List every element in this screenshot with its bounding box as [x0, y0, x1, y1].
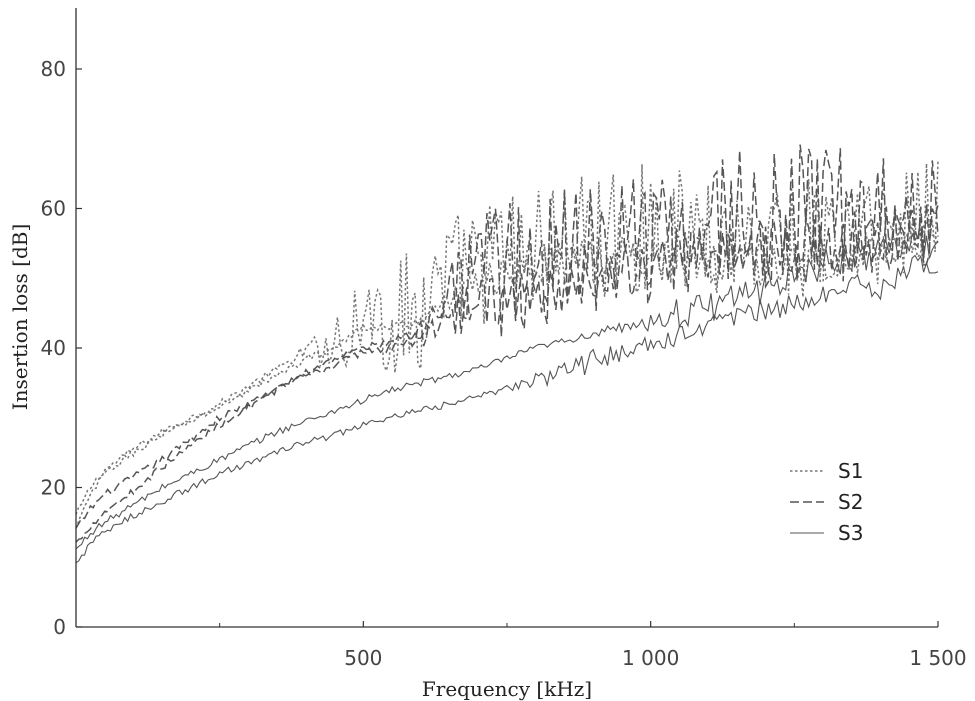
legend-label-s2: S2	[838, 490, 863, 514]
x-tick-label: 1 500	[909, 646, 966, 670]
y-axis-title: Insertion loss [dB]	[8, 224, 32, 411]
y-tick-label: 60	[41, 197, 66, 221]
y-tick-label: 40	[41, 336, 66, 360]
y-tick-label: 0	[53, 615, 66, 639]
series-s2-line	[75, 203, 939, 543]
legend: S1 S2 S3	[790, 459, 863, 545]
axes-layer	[75, 8, 938, 628]
series-s3-line	[75, 254, 939, 564]
legend-label-s1: S1	[838, 459, 863, 483]
x-tick-label: 1 000	[622, 646, 679, 670]
y-tick-label: 20	[41, 476, 66, 500]
series-s1-line	[75, 221, 939, 529]
x-tick-label: 500	[344, 646, 382, 670]
series-s3-line	[75, 231, 939, 550]
ticks-layer: 500 1 000 1 500 0 20 40 60 80	[41, 57, 967, 670]
series-s2-line	[75, 144, 939, 529]
legend-label-s3: S3	[838, 521, 863, 545]
series-layer	[75, 144, 939, 564]
y-tick-label: 80	[41, 57, 66, 81]
x-axis-title: Frequency [kHz]	[422, 677, 592, 701]
series-s1-line	[75, 160, 939, 515]
